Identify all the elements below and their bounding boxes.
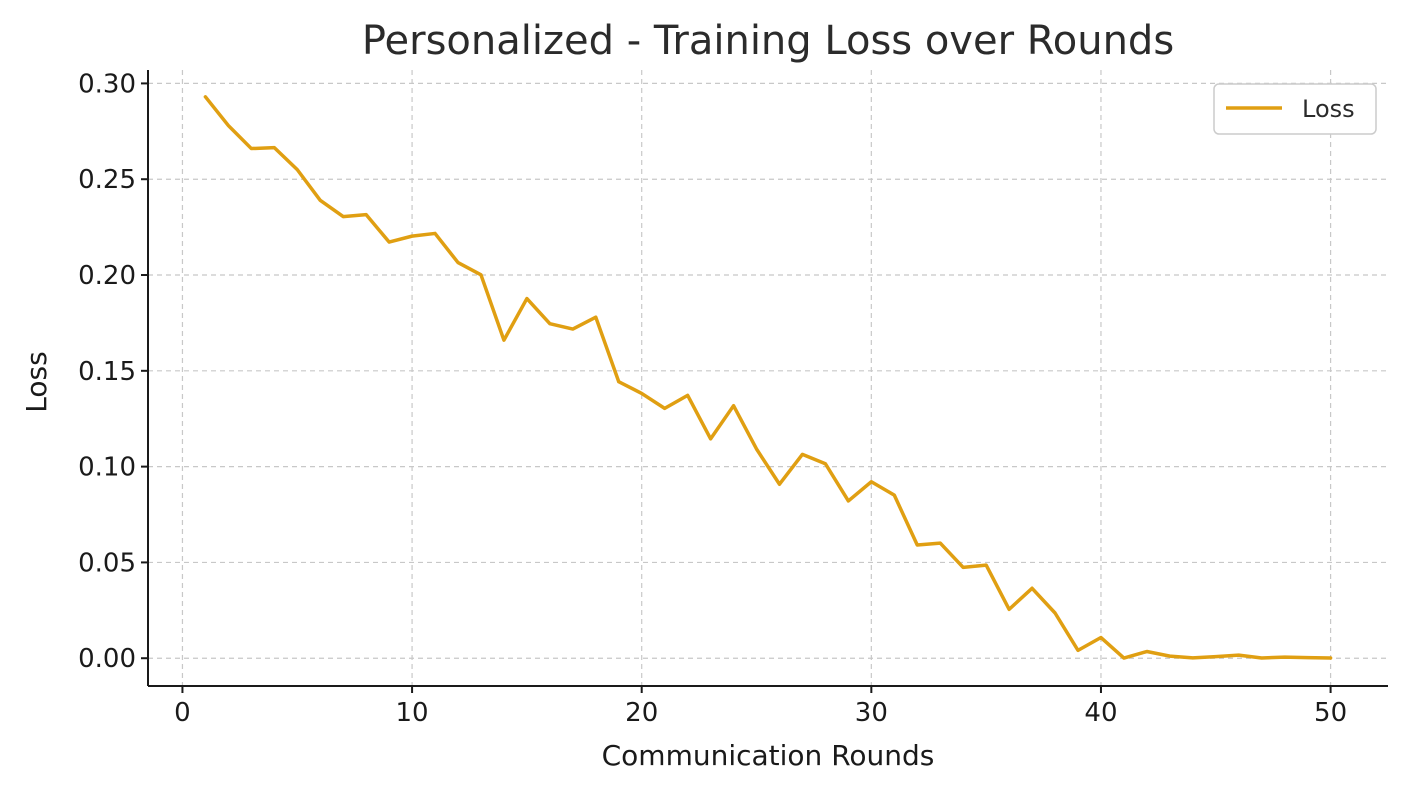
series-layer — [203, 95, 1333, 660]
x-tick-label: 30 — [855, 698, 888, 728]
chart-title: Personalized - Training Loss over Rounds — [362, 18, 1174, 64]
legend: Loss — [1213, 83, 1377, 135]
y-ticks: 0.00 0.05 0.10 0.15 0.20 0.25 0.30 — [78, 69, 148, 674]
legend-label: Loss — [1302, 95, 1355, 123]
x-tick-label: 10 — [396, 698, 429, 728]
y-tick-label: 0.00 — [78, 644, 136, 674]
y-tick-label: 0.10 — [78, 453, 136, 483]
series-line-loss — [203, 95, 1333, 660]
legend-box — [1213, 83, 1377, 135]
grid — [148, 70, 1388, 686]
y-tick-label: 0.05 — [78, 548, 136, 578]
y-tick-label: 0.20 — [78, 261, 136, 291]
y-tick-label: 0.15 — [78, 357, 136, 387]
x-tick-label: 20 — [625, 698, 658, 728]
x-ticks: 0 10 20 30 40 50 — [174, 686, 1347, 728]
x-tick-label: 40 — [1084, 698, 1117, 728]
y-tick-label: 0.25 — [78, 165, 136, 195]
x-axis-label: Communication Rounds — [602, 739, 935, 772]
x-tick-label: 0 — [174, 698, 191, 728]
axes — [147, 70, 1388, 687]
x-tick-label: 50 — [1314, 698, 1347, 728]
y-axis-label: Loss — [20, 351, 53, 412]
y-tick-label: 0.30 — [78, 69, 136, 99]
